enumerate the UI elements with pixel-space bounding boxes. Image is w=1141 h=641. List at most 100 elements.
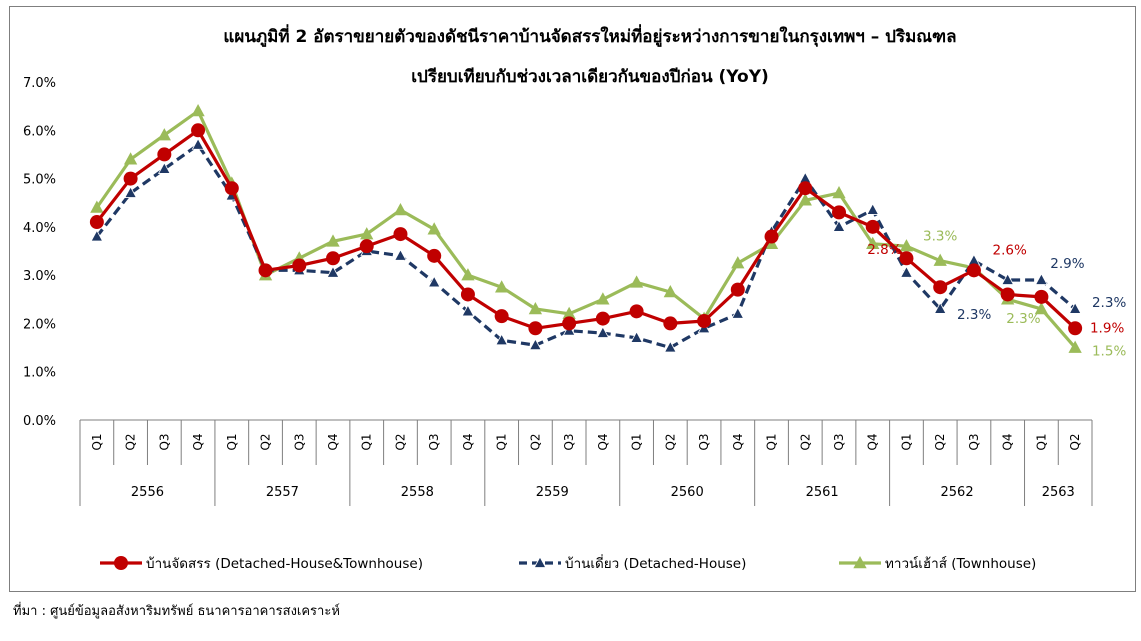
- year-label: 2558: [401, 485, 434, 500]
- data-point: [596, 292, 610, 305]
- data-label: 2.3%: [1006, 311, 1040, 327]
- data-point: [461, 304, 475, 317]
- x-tick-label: Q2: [124, 433, 138, 450]
- legend-item-2: ทาวน์เฮ้าส์ (Townhouse): [839, 555, 1036, 572]
- chart-title: แผนภูมิที่ 2 อัตราขยายตัวของดัชนีราคาบ้า…: [223, 24, 956, 48]
- data-point: [359, 239, 374, 254]
- data-point: [1068, 321, 1083, 336]
- data-point: [866, 236, 880, 250]
- x-tick-label: Q2: [528, 433, 542, 450]
- legend: บ้านจัดสรร (Detached-House&Townhouse) บ้า…: [100, 554, 1036, 572]
- data-point: [90, 229, 104, 242]
- legend-marker: [114, 556, 128, 570]
- data-point: [865, 219, 880, 234]
- year-label: 2561: [806, 485, 839, 500]
- chart: แผนภูมิที่ 2 อัตราขยายตัวของดัชนีราคาบ้า…: [23, 24, 1126, 572]
- year-label: 2562: [941, 485, 974, 500]
- x-tick-label: Q1: [899, 433, 913, 450]
- x-tick-label: Q1: [630, 433, 644, 450]
- year-label: 2560: [671, 485, 704, 500]
- x-tick-label: Q3: [967, 433, 981, 450]
- data-point: [900, 265, 913, 278]
- data-point: [866, 203, 880, 215]
- chart-frame: [9, 6, 1136, 592]
- data-point: [157, 162, 171, 174]
- year-label: 2559: [536, 485, 569, 500]
- data-point: [629, 275, 644, 288]
- data-point: [1068, 302, 1082, 314]
- x-tick-label: Q3: [427, 433, 441, 450]
- data-point: [731, 256, 745, 269]
- data-point: [731, 306, 745, 319]
- year-label: 2556: [131, 485, 164, 500]
- data-point: [191, 123, 206, 138]
- x-tick-label: Q1: [90, 433, 104, 450]
- x-tick-label: Q3: [157, 433, 171, 450]
- data-point: [663, 316, 678, 331]
- series-line: [95, 143, 1077, 350]
- data-point: [798, 181, 813, 196]
- data-point: [393, 227, 408, 242]
- x-tick-label: Q4: [866, 433, 880, 450]
- x-tick-label: Q4: [596, 433, 610, 450]
- y-tick-label: 6.0%: [23, 124, 56, 139]
- data-point: [191, 137, 205, 150]
- data-point: [764, 229, 779, 244]
- data-label: 2.9%: [1050, 256, 1084, 272]
- data-point: [326, 234, 340, 247]
- data-point: [427, 248, 442, 263]
- data-point: [529, 338, 542, 351]
- x-tick-label: Q3: [562, 433, 576, 450]
- legend-marker: [533, 556, 547, 568]
- x-axis: Q1 Q2 Q3 Q4 Q1 Q2 Q3 Q4 Q1 Q2 Q3 Q4 Q1 Q2 Q3 Q4 Q1 Q2 Q3 Q4…: [79, 420, 1093, 506]
- data-point: [596, 326, 610, 338]
- y-tick-label: 7.0%: [23, 76, 56, 91]
- legend-marker: [853, 556, 867, 569]
- x-tick-label: Q2: [798, 433, 812, 450]
- data-point: [124, 186, 137, 198]
- data-point: [528, 321, 543, 336]
- data-point: [89, 215, 104, 230]
- data-point: [730, 282, 745, 297]
- series-line: [95, 128, 1077, 330]
- y-tick-label: 4.0%: [23, 221, 56, 236]
- data-point: [495, 280, 509, 293]
- data-point: [528, 301, 543, 315]
- data-point: [123, 152, 138, 165]
- y-axis: 0.0% 1.0% 2.0% 3.0% 4.0% 5.0% 6.0% 7.0%: [23, 76, 56, 429]
- data-point: [1034, 301, 1049, 315]
- chart-subtitle: เปรียบเทียบกับช่วงเวลาเดียวกันของปีก่อน …: [411, 66, 769, 87]
- data-point: [899, 239, 914, 252]
- x-tick-label: Q1: [1034, 433, 1048, 450]
- y-tick-label: 5.0%: [23, 173, 56, 188]
- data-point: [326, 251, 340, 266]
- x-tick-label: Q3: [832, 433, 846, 450]
- data-point: [832, 186, 846, 199]
- x-tick-label: Q1: [495, 433, 509, 450]
- data-point: [427, 275, 441, 288]
- x-tick-label: Q3: [292, 433, 306, 450]
- year-label: 2563: [1042, 485, 1075, 500]
- year-label: 2557: [266, 485, 299, 500]
- legend-item-0: บ้านจัดสรร (Detached-House&Townhouse): [100, 556, 423, 572]
- data-point: [832, 220, 846, 232]
- data-label: 3.3%: [923, 229, 957, 245]
- x-tick-label: Q2: [1068, 433, 1082, 450]
- data-point: [630, 331, 643, 343]
- data-point: [832, 205, 846, 220]
- data-point: [494, 309, 509, 324]
- x-tick-label: Q4: [731, 433, 745, 450]
- x-tick-label: Q4: [1001, 433, 1015, 450]
- data-point: [629, 304, 644, 319]
- data-point: [90, 200, 104, 213]
- x-tick-label: Q2: [663, 433, 677, 450]
- data-point: [697, 314, 712, 329]
- x-tick-label: Q1: [225, 433, 239, 450]
- data-label: 1.5%: [1092, 344, 1126, 360]
- data-point: [663, 340, 677, 353]
- data-point: [460, 287, 475, 302]
- data-point: [663, 285, 677, 298]
- data-point: [1001, 273, 1015, 285]
- data-point: [798, 193, 812, 206]
- data-point: [933, 253, 947, 266]
